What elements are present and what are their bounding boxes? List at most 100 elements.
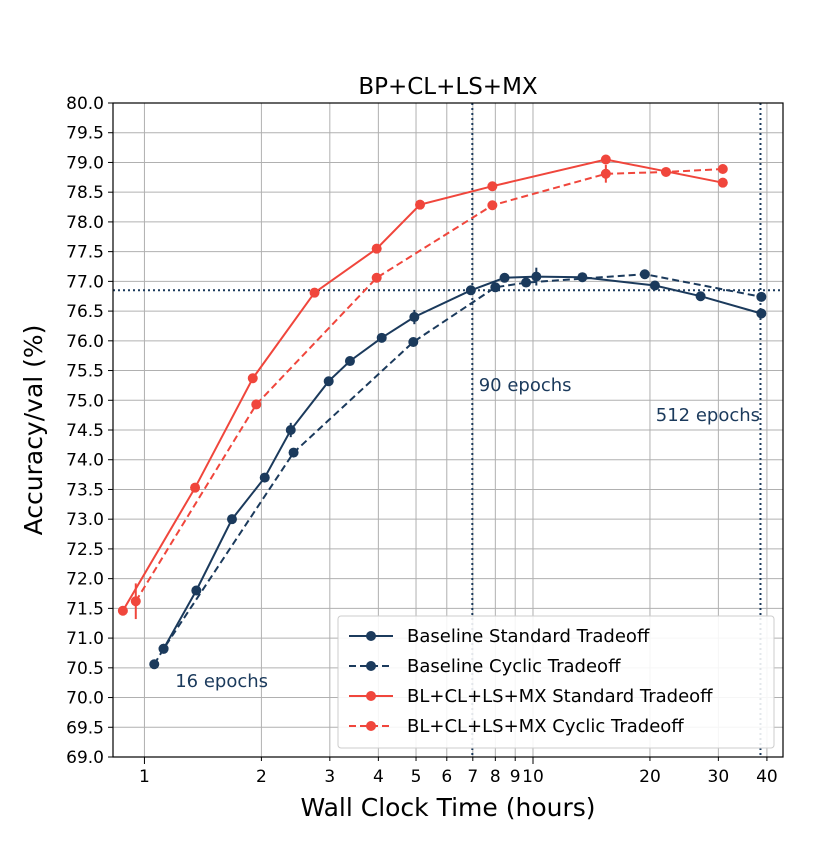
data-point (639, 269, 650, 280)
y-tick-label: 73.5 (66, 480, 104, 500)
legend-item-4: BL+CL+LS+MX Cyclic Tradeoff (349, 716, 684, 737)
data-point (149, 659, 160, 670)
annotations: 16 epochs 90 epochs 512 epochs (175, 375, 760, 692)
legend-label: BL+CL+LS+MX Cyclic Tradeoff (407, 716, 684, 737)
x-axis-label: Wall Clock Time (hours) (300, 793, 595, 822)
y-tick-label: 76.0 (66, 332, 104, 352)
legend-item-3: BL+CL+LS+MX Standard Tradeoff (349, 686, 713, 707)
x-tick-label: 40 (756, 767, 778, 787)
y-tick-label: 74.5 (66, 421, 104, 441)
series-1 (158, 267, 767, 654)
x-tick-label: 7 (467, 767, 478, 787)
legend-box (337, 615, 775, 749)
data-point (490, 282, 501, 293)
y-tick-label: 78.5 (66, 183, 104, 203)
y-tick-label: 73.0 (66, 510, 104, 530)
x-tick-label: 1 (139, 767, 150, 787)
y-tick-label: 72.0 (66, 570, 104, 590)
data-point (371, 272, 382, 283)
data-point (323, 376, 334, 387)
y-tick-label: 71.5 (66, 599, 104, 619)
legend: Baseline Standard Tradeoff Baseline Cycli… (337, 615, 775, 749)
data-point (376, 332, 387, 343)
annotation-label: 16 epochs (175, 671, 268, 692)
series-layer (117, 154, 767, 670)
data-point (130, 596, 141, 607)
chart-title: BP+CL+LS+MX (358, 74, 538, 100)
y-tick-label: 79.0 (66, 153, 104, 173)
data-point (259, 472, 270, 483)
data-point (756, 308, 767, 319)
data-point (487, 200, 498, 211)
data-point (695, 291, 706, 302)
y-tick-label: 75.0 (66, 391, 104, 411)
series-line (162, 275, 762, 650)
y-tick-label: 71.0 (66, 629, 104, 649)
x-tick-label: 5 (411, 767, 422, 787)
legend-marker (366, 631, 376, 641)
y-tick-label: 74.0 (66, 451, 104, 471)
x-tick-label: 9 (510, 767, 521, 787)
x-tick-label: 8 (490, 767, 501, 787)
x-axis-ticks: 1 2 3 4 5 6 7 8 9 10 20 30 40 (139, 757, 778, 787)
data-point (251, 399, 262, 410)
data-point (531, 271, 542, 282)
data-point (288, 447, 299, 458)
legend-item-1: Baseline Standard Tradeoff (349, 626, 650, 647)
y-tick-label: 77.5 (66, 243, 104, 263)
y-axis-label: Accuracy/val (%) (19, 325, 48, 536)
series-2 (149, 269, 767, 670)
legend-item-2: Baseline Cyclic Tradeoff (349, 656, 621, 677)
data-point (661, 166, 672, 177)
x-tick-label: 6 (441, 767, 452, 787)
y-axis-ticks: 69.0 69.5 70.0 70.5 71.0 71.5 72.0 72.5 73.0 73.5… (66, 94, 113, 768)
annotation-label: 512 epochs (656, 405, 760, 426)
data-point (371, 243, 382, 254)
data-point (190, 482, 201, 493)
series-4 (130, 163, 728, 620)
data-point (344, 356, 355, 367)
legend-marker (366, 661, 376, 671)
y-tick-label: 69.5 (66, 718, 104, 738)
series-line (153, 273, 762, 665)
legend-label: Baseline Cyclic Tradeoff (407, 656, 621, 677)
data-point (158, 643, 169, 654)
legend-marker (366, 721, 376, 731)
data-point (415, 199, 426, 210)
data-point (649, 280, 660, 291)
data-point (756, 291, 767, 302)
x-tick-label: 10 (522, 767, 544, 787)
y-tick-label: 72.5 (66, 540, 104, 560)
data-point (285, 425, 296, 435)
data-point (577, 272, 588, 283)
legend-label: BL+CL+LS+MX Standard Tradeoff (407, 686, 713, 707)
x-tick-label: 4 (373, 767, 384, 787)
x-tick-label: 30 (708, 767, 730, 787)
data-point (408, 337, 419, 348)
data-point (717, 163, 728, 174)
data-point (409, 312, 420, 323)
x-tick-label: 3 (324, 767, 335, 787)
y-tick-label: 78.0 (66, 213, 104, 233)
x-tick-label: 20 (639, 767, 661, 787)
data-point (521, 277, 532, 288)
data-point (117, 605, 128, 616)
data-point (487, 181, 498, 192)
y-tick-label: 70.5 (66, 659, 104, 679)
y-tick-label: 80.0 (66, 94, 104, 114)
data-point (600, 168, 611, 179)
legend-marker (366, 691, 376, 701)
data-point (499, 272, 510, 283)
data-point (309, 287, 320, 298)
data-point (191, 585, 202, 596)
data-point (465, 285, 476, 296)
series-3 (117, 154, 728, 616)
annotation-label: 90 epochs (479, 375, 572, 396)
y-tick-label: 79.5 (66, 124, 104, 144)
data-point (247, 373, 258, 384)
data-point (600, 154, 611, 165)
legend-label: Baseline Standard Tradeoff (407, 626, 650, 647)
y-tick-label: 75.5 (66, 362, 104, 382)
x-tick-label: 2 (256, 767, 267, 787)
